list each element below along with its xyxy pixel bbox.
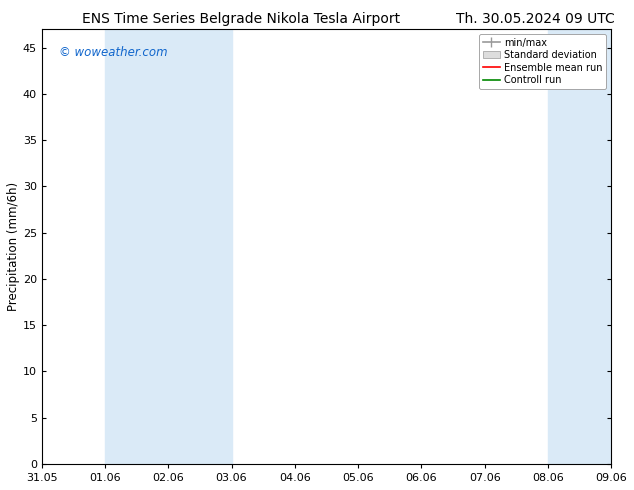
Y-axis label: Precipitation (mm/6h): Precipitation (mm/6h) — [7, 182, 20, 311]
Bar — [548, 29, 611, 464]
Bar — [105, 29, 231, 464]
Text: Th. 30.05.2024 09 UTC: Th. 30.05.2024 09 UTC — [456, 12, 615, 26]
Text: ENS Time Series Belgrade Nikola Tesla Airport: ENS Time Series Belgrade Nikola Tesla Ai… — [82, 12, 400, 26]
Text: © woweather.com: © woweather.com — [59, 47, 167, 59]
Legend: min/max, Standard deviation, Ensemble mean run, Controll run: min/max, Standard deviation, Ensemble me… — [479, 34, 606, 89]
